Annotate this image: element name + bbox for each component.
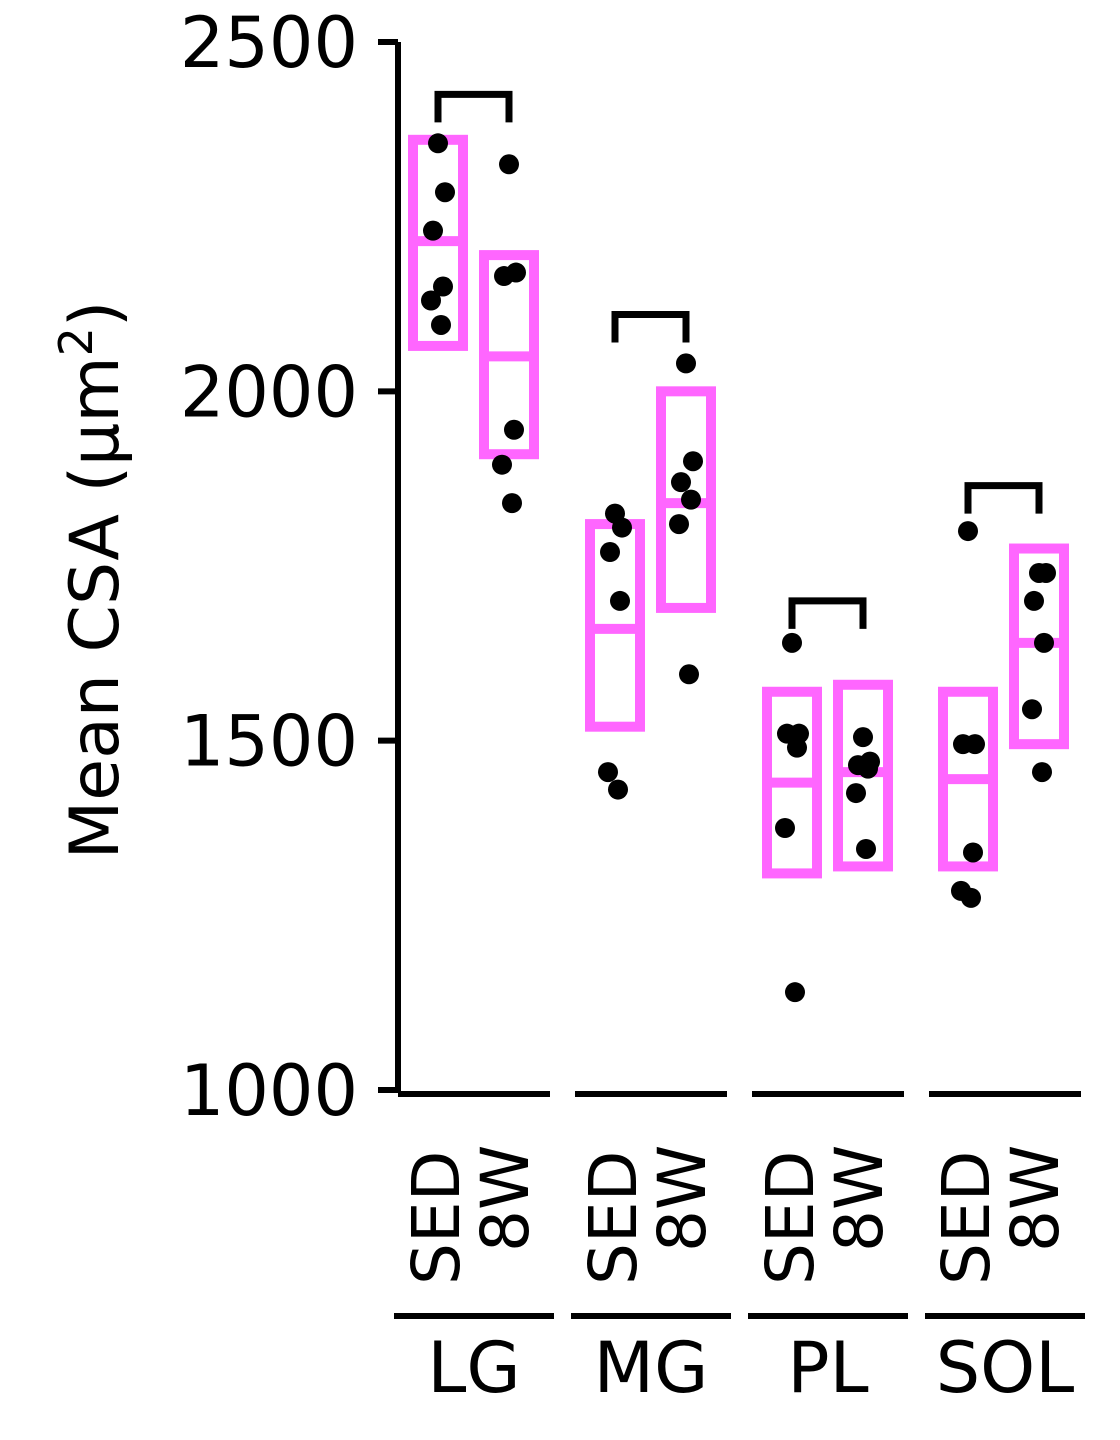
data-point xyxy=(777,723,797,744)
data-point xyxy=(1024,590,1044,611)
y-axis-title-sup: 2 xyxy=(49,327,103,356)
data-point xyxy=(600,542,620,563)
data-point xyxy=(853,727,873,748)
data-point xyxy=(494,266,514,287)
data-point xyxy=(608,779,628,800)
data-point xyxy=(961,887,981,908)
comparison-bracket xyxy=(964,482,1043,514)
y-tick-label: 2000 xyxy=(180,351,358,433)
data-point xyxy=(681,489,701,510)
data-point xyxy=(1036,562,1056,583)
group-label: PL xyxy=(787,1327,868,1409)
condition-label: 8W xyxy=(644,1145,721,1252)
comparison-bracket xyxy=(611,310,690,343)
data-point xyxy=(787,737,807,758)
data-point xyxy=(858,758,878,779)
data-point xyxy=(492,454,512,475)
data-point xyxy=(421,290,441,311)
data-point xyxy=(775,818,795,838)
data-point xyxy=(856,838,876,859)
data-point xyxy=(785,982,805,1003)
data-point xyxy=(669,514,689,535)
condition-label: SED xyxy=(752,1151,829,1285)
data-point xyxy=(431,314,451,335)
data-point xyxy=(499,154,519,175)
data-point xyxy=(958,521,978,542)
group-label: MG xyxy=(594,1327,709,1409)
data-point xyxy=(671,472,691,493)
data-point xyxy=(963,842,983,863)
data-point xyxy=(612,517,632,538)
data-point xyxy=(1032,762,1052,783)
data-point xyxy=(953,734,973,755)
data-point xyxy=(435,182,455,203)
data-point xyxy=(433,276,453,297)
data-point xyxy=(502,493,522,514)
group-label: LG xyxy=(427,1327,520,1409)
group-label: SOL xyxy=(936,1327,1075,1409)
data-point xyxy=(598,762,618,783)
condition-label: SED xyxy=(928,1151,1005,1285)
chart-marks: 1000150020002500LGSED8WMGSED8WPLSED8WSOL… xyxy=(180,2,1085,1409)
data-point xyxy=(683,451,703,472)
y-axis-title-unit: μm xyxy=(56,356,135,466)
data-point xyxy=(782,632,802,653)
condition-label: SED xyxy=(398,1151,475,1285)
data-point xyxy=(1034,632,1054,653)
condition-label: 8W xyxy=(821,1145,898,1252)
data-point xyxy=(423,220,443,241)
data-point xyxy=(1022,699,1042,720)
y-axis-title-main: Mean CSA ( xyxy=(56,466,135,859)
data-point xyxy=(679,664,699,685)
data-point xyxy=(846,783,866,804)
y-tick-label: 2500 xyxy=(180,2,358,84)
data-point xyxy=(428,133,448,154)
y-axis-title: Mean CSA (μm2) xyxy=(49,301,135,860)
data-point xyxy=(610,590,630,611)
condition-label: 8W xyxy=(997,1145,1074,1252)
condition-label: SED xyxy=(575,1151,652,1285)
y-axis-title-close: ) xyxy=(56,301,135,328)
comparison-bracket xyxy=(788,597,867,629)
data-point xyxy=(676,353,696,374)
y-tick-label: 1000 xyxy=(180,1050,358,1132)
y-tick-label: 1500 xyxy=(180,701,358,783)
comparison-bracket xyxy=(434,90,513,123)
condition-label: 8W xyxy=(467,1145,544,1252)
data-point xyxy=(504,419,524,440)
